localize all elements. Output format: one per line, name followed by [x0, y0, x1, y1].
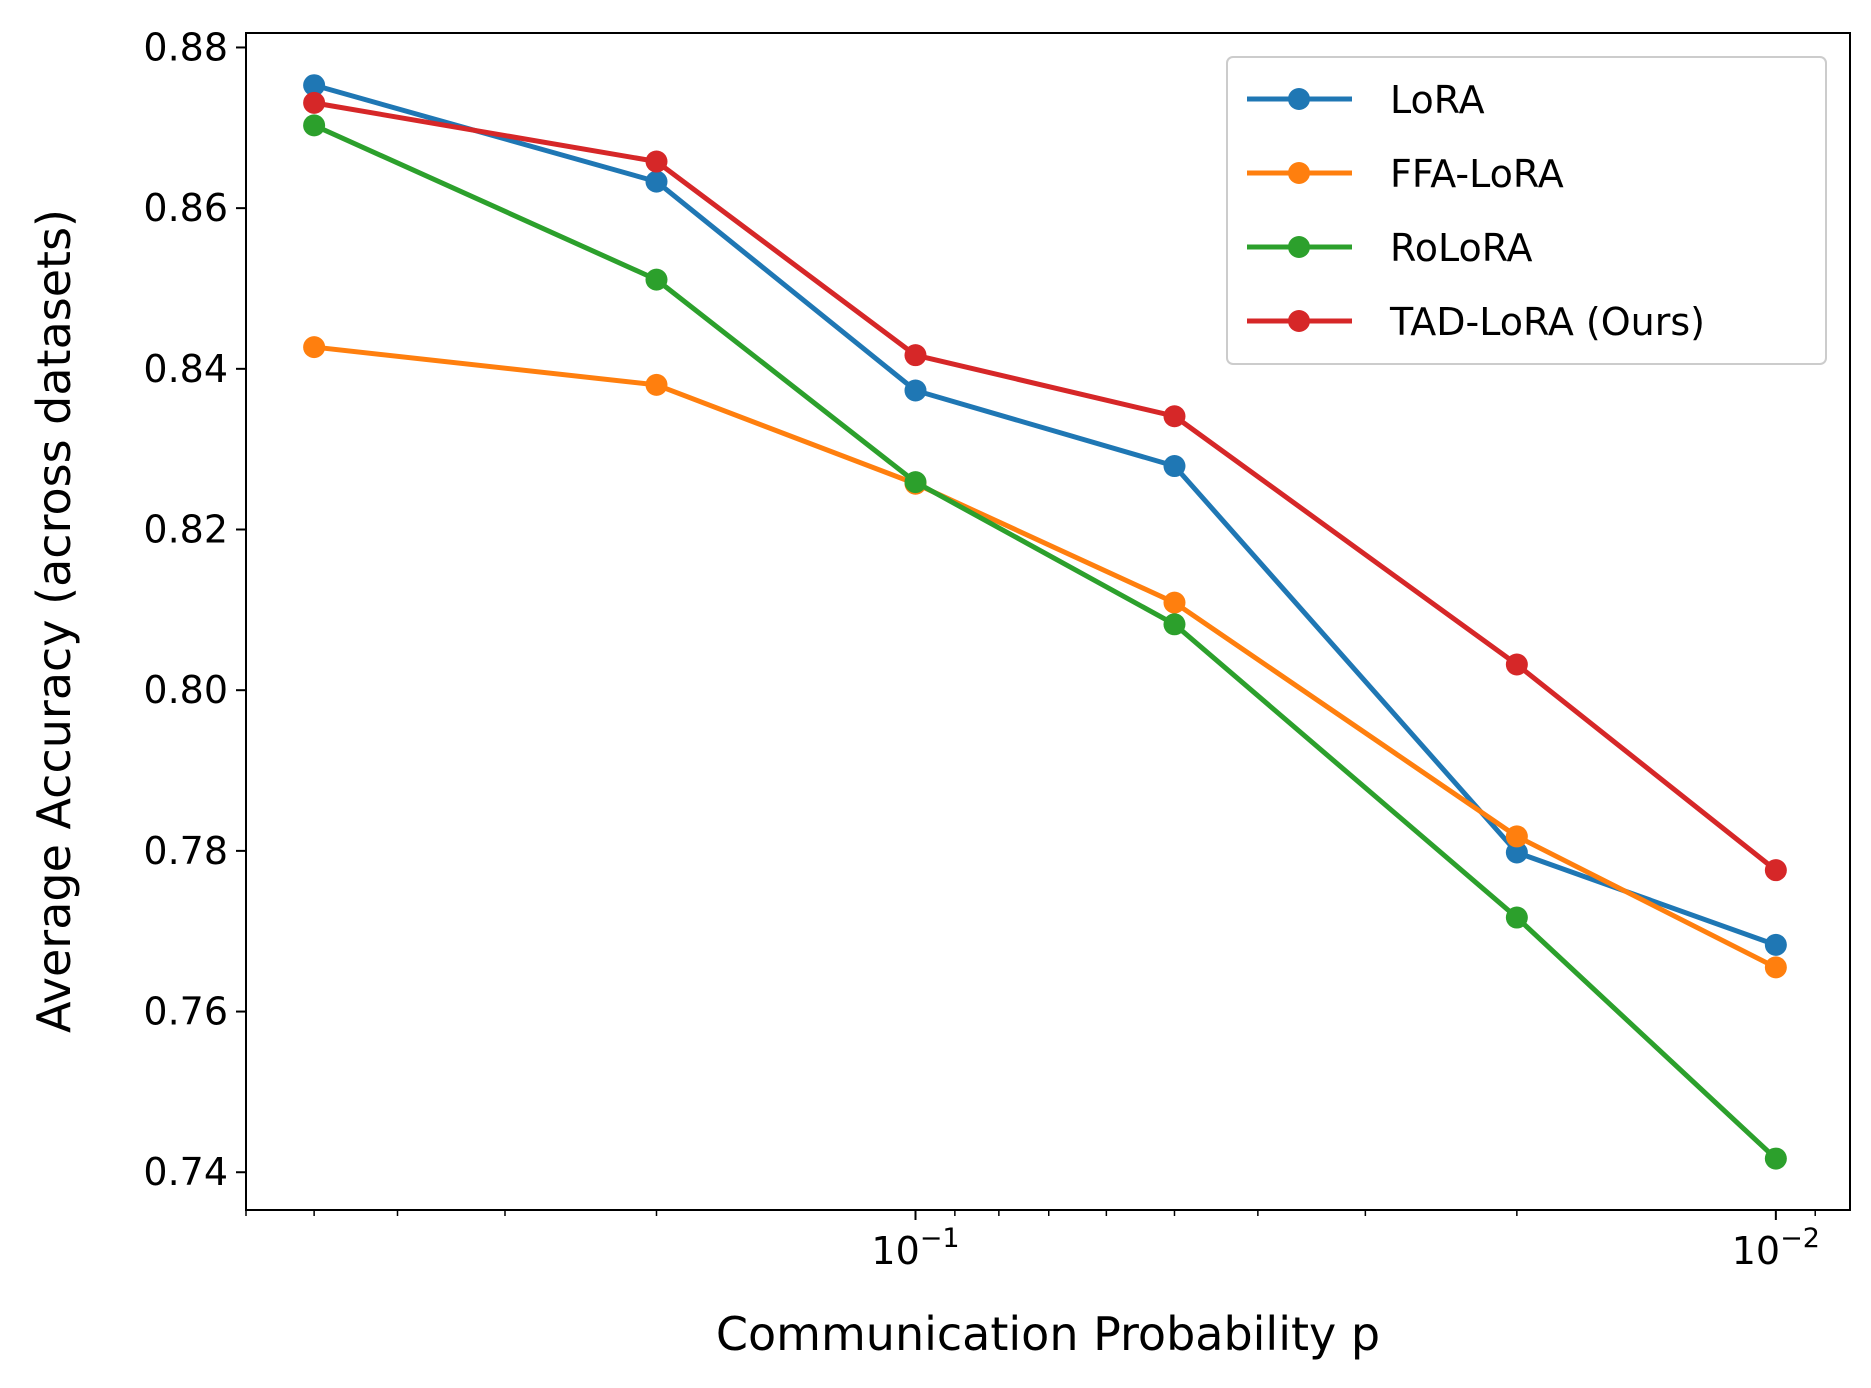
- data-point: [645, 268, 668, 291]
- y-tick-label: 0.86: [143, 186, 228, 230]
- series-tad-lora-ours: [303, 91, 1787, 882]
- series-line: [311, 344, 1780, 971]
- y-tick-label: 0.88: [143, 25, 228, 69]
- data-point: [1764, 859, 1787, 882]
- axes-frame: [245, 32, 1851, 1211]
- data-point: [904, 471, 927, 494]
- y-tick-label: 0.78: [143, 829, 228, 873]
- data-point: [1505, 841, 1528, 864]
- series-layer: [303, 74, 1787, 1170]
- series-line: [311, 82, 1779, 949]
- series-rolora: [303, 114, 1787, 1170]
- data-point: [904, 379, 927, 402]
- x-tick-label: 10−1: [871, 1223, 959, 1273]
- legend: LoRA FFA-LoRA RoLoRA TAD-LoRA (Ours): [1226, 56, 1827, 365]
- legend-marker: [1288, 162, 1310, 184]
- y-tick-label: 0.76: [143, 990, 228, 1034]
- y-axis: 0.74 0.76 0.78 0.80 0.82 0.84 0.86 0.88: [143, 25, 246, 1194]
- data-point: [904, 344, 927, 367]
- series-ffa-lora: [303, 336, 1787, 979]
- data-point: [1163, 455, 1186, 478]
- data-point: [1505, 906, 1528, 929]
- data-point: [645, 150, 668, 173]
- x-axis: 10−1 10−2: [245, 1210, 1820, 1273]
- legend-marker: [1288, 236, 1310, 258]
- data-point: [645, 170, 668, 193]
- data-point: [1764, 1147, 1787, 1170]
- data-point: [1163, 591, 1186, 614]
- series-line: [310, 122, 1780, 1163]
- legend-marker: [1288, 88, 1310, 110]
- data-point: [1505, 653, 1528, 676]
- data-point: [1764, 956, 1787, 979]
- x-tick-exponent: −2: [1780, 1223, 1820, 1254]
- y-axis-label: Average Accuracy (across datasets): [27, 209, 81, 1033]
- x-tick-base: 10: [1732, 1229, 1780, 1273]
- legend-label: RoLoRA: [1390, 226, 1533, 270]
- series-line: [311, 100, 1780, 874]
- data-point: [303, 336, 326, 359]
- y-tick-label: 0.82: [143, 508, 228, 552]
- data-point: [1505, 825, 1528, 848]
- data-point: [1163, 405, 1186, 428]
- y-tick-label: 0.74: [143, 1150, 228, 1194]
- x-axis-label: Communication Probability p: [716, 1307, 1380, 1361]
- legend-label: LoRA: [1390, 78, 1485, 122]
- legend-label: FFA-LoRA: [1390, 152, 1564, 196]
- x-tick-label: 10−2: [1732, 1223, 1820, 1273]
- legend-label: TAD-LoRA (Ours): [1389, 300, 1705, 344]
- y-tick-label: 0.84: [143, 347, 228, 391]
- legend-marker: [1288, 310, 1310, 332]
- data-point: [303, 74, 326, 97]
- series-lora: [303, 74, 1787, 956]
- data-point: [303, 91, 326, 114]
- x-tick-exponent: −1: [920, 1223, 960, 1254]
- y-tick-label: 0.80: [143, 668, 228, 712]
- data-point: [303, 114, 326, 137]
- data-point: [1764, 933, 1787, 956]
- data-point: [1163, 613, 1186, 636]
- plot-area: [245, 32, 1851, 1211]
- data-point: [645, 373, 668, 396]
- legend-frame: [1226, 56, 1827, 365]
- x-tick-base: 10: [871, 1229, 919, 1273]
